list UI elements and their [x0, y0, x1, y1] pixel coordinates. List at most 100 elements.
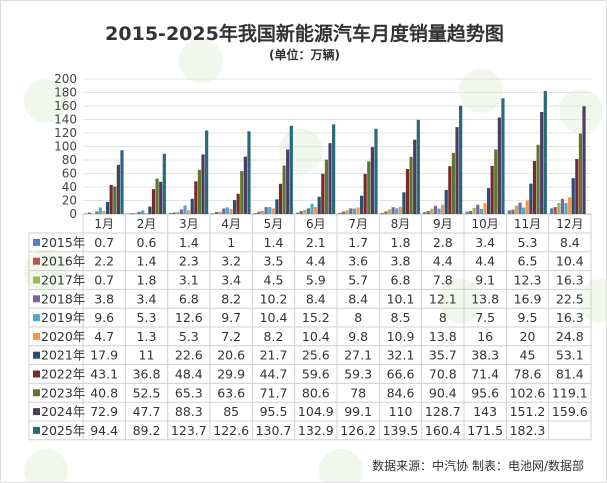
bar-2025年-1月: [120, 150, 124, 214]
data-table-cell: 122.6: [213, 423, 249, 438]
watermark-logo-icon: [24, 79, 68, 123]
data-table-cell: 2.1: [306, 235, 326, 250]
data-table-cell: 7.2: [221, 329, 241, 344]
bar-2020年-4月: [229, 209, 233, 214]
bar-2019年-9月: [437, 208, 441, 214]
data-table-cell: 3.8: [94, 291, 114, 306]
data-table-cell: 17.9: [90, 348, 118, 363]
data-table-cell: 143: [473, 404, 497, 419]
data-table-cell: 4.4: [475, 254, 495, 269]
bar-2016年-7月: [341, 211, 346, 214]
data-table-cell: 130.7: [256, 423, 292, 438]
data-table-cell: 13.8: [471, 291, 499, 306]
data-table-cell: 9.7: [221, 310, 241, 325]
bar-2019年-10月: [479, 208, 483, 214]
bar-2025年-9月: [459, 105, 463, 214]
bar-2025年-5月: [289, 125, 293, 214]
x-tick-label: 5月: [264, 217, 284, 231]
bar-2024年-4月: [243, 156, 247, 214]
bar-2018年-12月: [560, 198, 565, 214]
data-table-cell: 0.7: [94, 235, 114, 250]
y-tick-label: 120: [54, 126, 77, 140]
chart-title: 2015-2025年我国新能源汽车月度销量趋势图: [105, 23, 504, 45]
bar-2017年-12月: [557, 202, 561, 214]
data-table-cell: 160.4: [425, 423, 461, 438]
bar-2023年-12月: [578, 133, 583, 214]
data-source-footer: 数据来源：中汽协 制表：电池网/数据部: [372, 459, 584, 473]
bar-2016年-6月: [299, 211, 303, 214]
x-tick-label: 9月: [433, 217, 453, 231]
bar-2017年-8月: [387, 209, 392, 214]
bar-2016年-2月: [130, 213, 134, 214]
bar-2025年-3月: [205, 130, 209, 214]
bar-2017年-7月: [345, 210, 349, 214]
data-table-cell: 16.9: [514, 291, 542, 306]
bar-2017年-9月: [430, 208, 434, 214]
legend-label: 2018年: [41, 291, 85, 306]
data-table-cell: 29.9: [217, 367, 245, 382]
data-table-cell: 171.5: [467, 423, 503, 438]
data-table-cell: 104.9: [298, 404, 334, 419]
data-table-cell: 95.6: [471, 385, 499, 400]
data-table-cell: 8: [439, 310, 447, 325]
data-table-cell: 90.4: [429, 385, 457, 400]
data-table-cell: 44.7: [260, 367, 288, 382]
bar-2015年-6月: [296, 212, 300, 214]
legend-swatch: [33, 295, 40, 303]
legend-label: 2025年: [41, 423, 85, 438]
data-table-cell: 80.6: [302, 385, 330, 400]
bar-2016年-5月: [257, 211, 261, 214]
data-table-cell: 10.2: [260, 291, 288, 306]
data-table-cell: 2.2: [94, 254, 114, 269]
data-table-cell: 78.6: [514, 367, 542, 382]
data-table-cell: 5.3: [137, 310, 157, 325]
data-table-cell: 3.1: [179, 273, 199, 288]
data-table-cell: 3.4: [221, 273, 241, 288]
data-table-cell: 10.4: [302, 329, 330, 344]
bar-2021年-6月: [317, 196, 321, 214]
bar-2016年-1月: [87, 212, 92, 214]
bar-2021年-12月: [571, 178, 575, 214]
bar-2020年-6月: [314, 206, 318, 214]
data-table-cell: 1.8: [137, 273, 157, 288]
data-table-cell: 10.9: [387, 329, 415, 344]
bar-2018年-4月: [222, 208, 226, 214]
bar-2017年-4月: [218, 211, 222, 214]
bar-2017年-11月: [514, 205, 519, 214]
data-table-cell: 43.1: [90, 367, 118, 382]
data-table-cell: 4.5: [264, 273, 284, 288]
bar-2025年-8月: [416, 119, 420, 214]
bar-2016年-8月: [384, 211, 388, 214]
bar-2025年-11月: [543, 90, 547, 214]
x-tick-label: 8月: [391, 217, 411, 231]
data-table-cell: 59.6: [302, 367, 330, 382]
bar-2015年-4月: [211, 213, 215, 214]
bar-2025年-7月: [374, 128, 378, 214]
data-table-cell: 9.6: [94, 310, 114, 325]
legend-label: 2022年: [41, 367, 85, 382]
bar-2024年-12月: [582, 106, 586, 214]
x-tick-label: 7月: [348, 217, 368, 231]
bar-2016年-4月: [214, 211, 219, 214]
data-table-cell: 2.3: [179, 254, 199, 269]
bar-2018年-1月: [95, 211, 99, 214]
data-table-cell: 11: [139, 348, 155, 363]
bar-2018年-3月: [179, 209, 184, 214]
bar-2020年-12月: [568, 197, 572, 214]
data-table-cell: 94.4: [90, 423, 118, 438]
data-table-cell: 8.4: [348, 291, 368, 306]
data-table-cell: 89.2: [133, 423, 161, 438]
data-table-cell: 8.4: [560, 235, 580, 250]
y-tick-label: 0: [69, 207, 77, 221]
bar-2022年-8月: [405, 169, 410, 214]
legend-swatch: [33, 370, 40, 378]
bar-2019年-7月: [352, 208, 356, 214]
data-table-cell: 4.4: [433, 254, 453, 269]
bar-2015年-3月: [169, 213, 173, 214]
bar-2024年-9月: [455, 127, 459, 214]
bar-2019年-5月: [268, 206, 272, 214]
bar-2022年-5月: [278, 183, 283, 214]
bar-2018年-9月: [433, 205, 438, 214]
bar-2024年-5月: [286, 149, 290, 214]
